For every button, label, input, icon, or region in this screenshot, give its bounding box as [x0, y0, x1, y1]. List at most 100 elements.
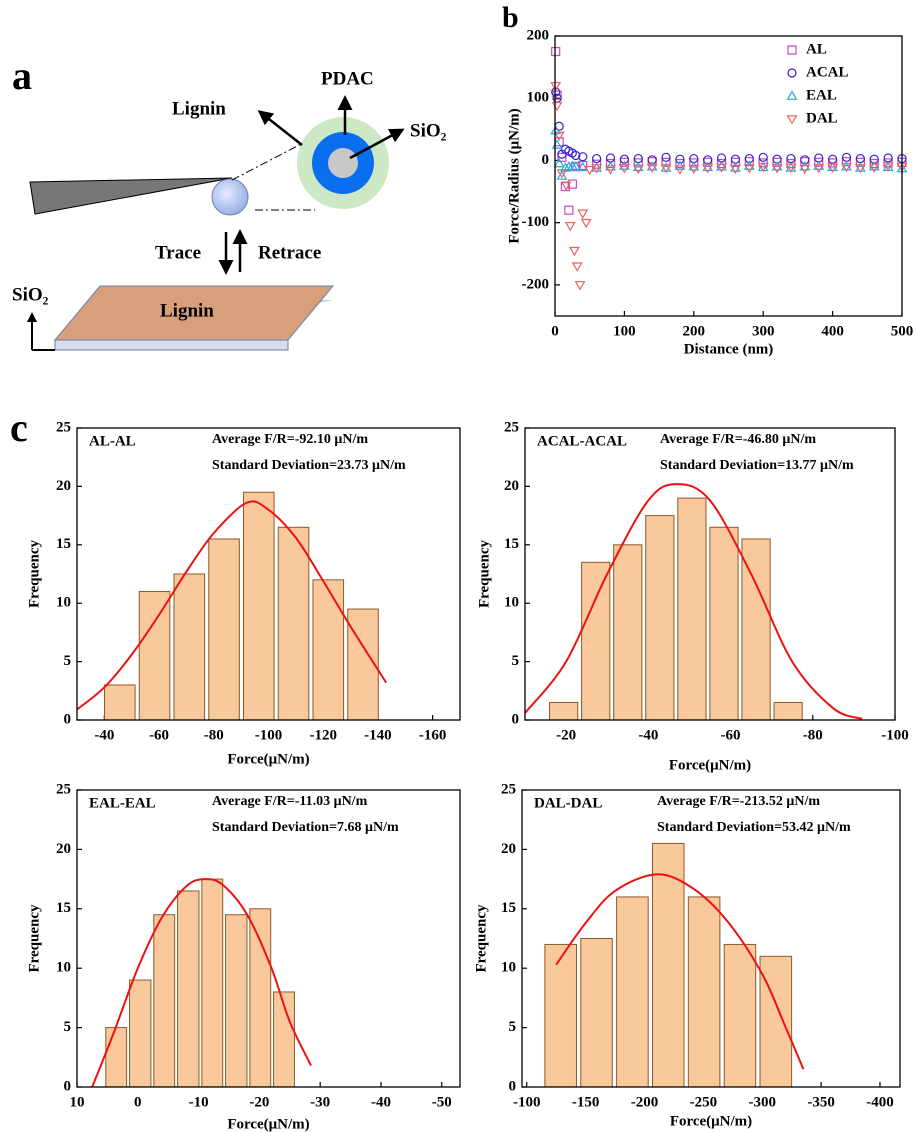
point	[827, 163, 839, 173]
point	[800, 155, 810, 165]
point	[799, 164, 811, 175]
point	[584, 165, 596, 176]
panel-title: AL-AL	[89, 433, 136, 449]
bar	[652, 842, 685, 1088]
x-tick-label: -100	[513, 1094, 541, 1110]
point	[580, 218, 592, 229]
panel-a: a Lignin PDAC SiO₂ Trace Retrace SiO₂ Li…	[12, 53, 447, 351]
sio2-core	[328, 148, 358, 178]
point	[577, 209, 589, 219]
y-tick-label: 15	[501, 900, 516, 916]
plot-frame	[554, 35, 903, 317]
arrow	[349, 128, 405, 160]
point	[703, 157, 713, 167]
x-tick-label: -350	[807, 1094, 835, 1110]
panel-label: b	[502, 1, 519, 34]
x-tick-label: 200	[683, 323, 706, 339]
point	[563, 161, 575, 171]
point	[813, 164, 825, 174]
x-tick-label: 500	[891, 323, 914, 339]
point	[702, 161, 714, 172]
panel-title: DAL-DAL	[534, 795, 602, 811]
point	[632, 164, 644, 175]
point	[786, 153, 796, 164]
y-tick-label: 20	[501, 841, 516, 857]
point	[730, 157, 741, 167]
label: SiO₂	[410, 120, 447, 141]
point	[553, 157, 565, 168]
point	[743, 164, 755, 174]
legend-label: DAL	[806, 110, 838, 126]
point	[854, 164, 866, 174]
substrate	[54, 339, 289, 351]
point	[799, 161, 811, 171]
bar	[312, 579, 345, 721]
bar	[138, 591, 171, 721]
y-tick-label: 5	[512, 653, 520, 669]
plot-frame	[524, 427, 896, 721]
panel-title: EAL-EAL	[89, 795, 156, 811]
bar	[616, 896, 649, 1088]
bar	[225, 914, 248, 1088]
point	[854, 162, 866, 172]
x-tick-label: 0	[134, 1094, 142, 1110]
x-tick-label: -30	[310, 1094, 330, 1110]
x-axis-label: Force(μN/m)	[669, 757, 751, 773]
point	[618, 160, 630, 170]
point	[618, 164, 630, 174]
x-axis-label: Distance (nm)	[684, 341, 774, 357]
bar	[201, 878, 224, 1088]
pointer-head	[27, 312, 37, 322]
x-tick-label: -400	[866, 1094, 894, 1110]
x-tick-label: -140	[364, 727, 392, 743]
bar	[208, 538, 240, 721]
y-tick-label: 0	[542, 152, 550, 168]
fit-curve	[524, 483, 863, 720]
point	[557, 152, 567, 162]
point	[729, 162, 741, 172]
y-tick-label: 10	[504, 595, 519, 611]
bar	[613, 544, 643, 721]
point	[689, 158, 699, 168]
point	[591, 162, 603, 172]
point	[772, 157, 782, 167]
x-tick-label: -40	[94, 727, 114, 743]
point	[716, 163, 728, 173]
x-axis-label: Force(μN/m)	[670, 1113, 752, 1129]
point	[646, 161, 658, 171]
y-tick-label: 100	[527, 90, 550, 106]
label: Lignin	[172, 98, 226, 119]
point	[632, 161, 644, 172]
point	[605, 158, 616, 169]
y-tick-label: -100	[522, 214, 550, 230]
point	[578, 152, 588, 162]
point	[660, 164, 672, 174]
x-tick-label: -200	[631, 1094, 659, 1110]
y-tick-label: 5	[64, 1019, 72, 1035]
bar	[580, 938, 613, 1088]
x-tick-label: -20	[249, 1094, 269, 1110]
point	[556, 169, 568, 179]
x-tick-label: -80	[803, 727, 823, 743]
bar	[153, 914, 176, 1088]
legend-marker	[786, 115, 798, 125]
x-tick-label: -120	[309, 727, 337, 743]
x-tick-label: -40	[371, 1094, 391, 1110]
plot-frame	[76, 427, 461, 721]
panel-label: a	[12, 53, 32, 98]
point	[646, 163, 658, 173]
point	[868, 161, 880, 171]
y-axis-label: Force/Radius (μN/m)	[506, 108, 522, 243]
point	[675, 158, 685, 169]
point	[661, 157, 671, 167]
annotation: Standard Deviation=23.73 μN/m	[212, 458, 406, 473]
label: PDAC	[321, 68, 374, 89]
bar	[347, 608, 379, 721]
annotation: Standard Deviation=7.68 μN/m	[212, 820, 399, 835]
y-tick-label: 25	[56, 781, 71, 797]
legend-marker	[786, 90, 798, 100]
bar	[723, 943, 757, 1088]
y-axis-label: Frequency	[476, 539, 492, 608]
bar	[549, 701, 579, 721]
point	[570, 161, 582, 171]
